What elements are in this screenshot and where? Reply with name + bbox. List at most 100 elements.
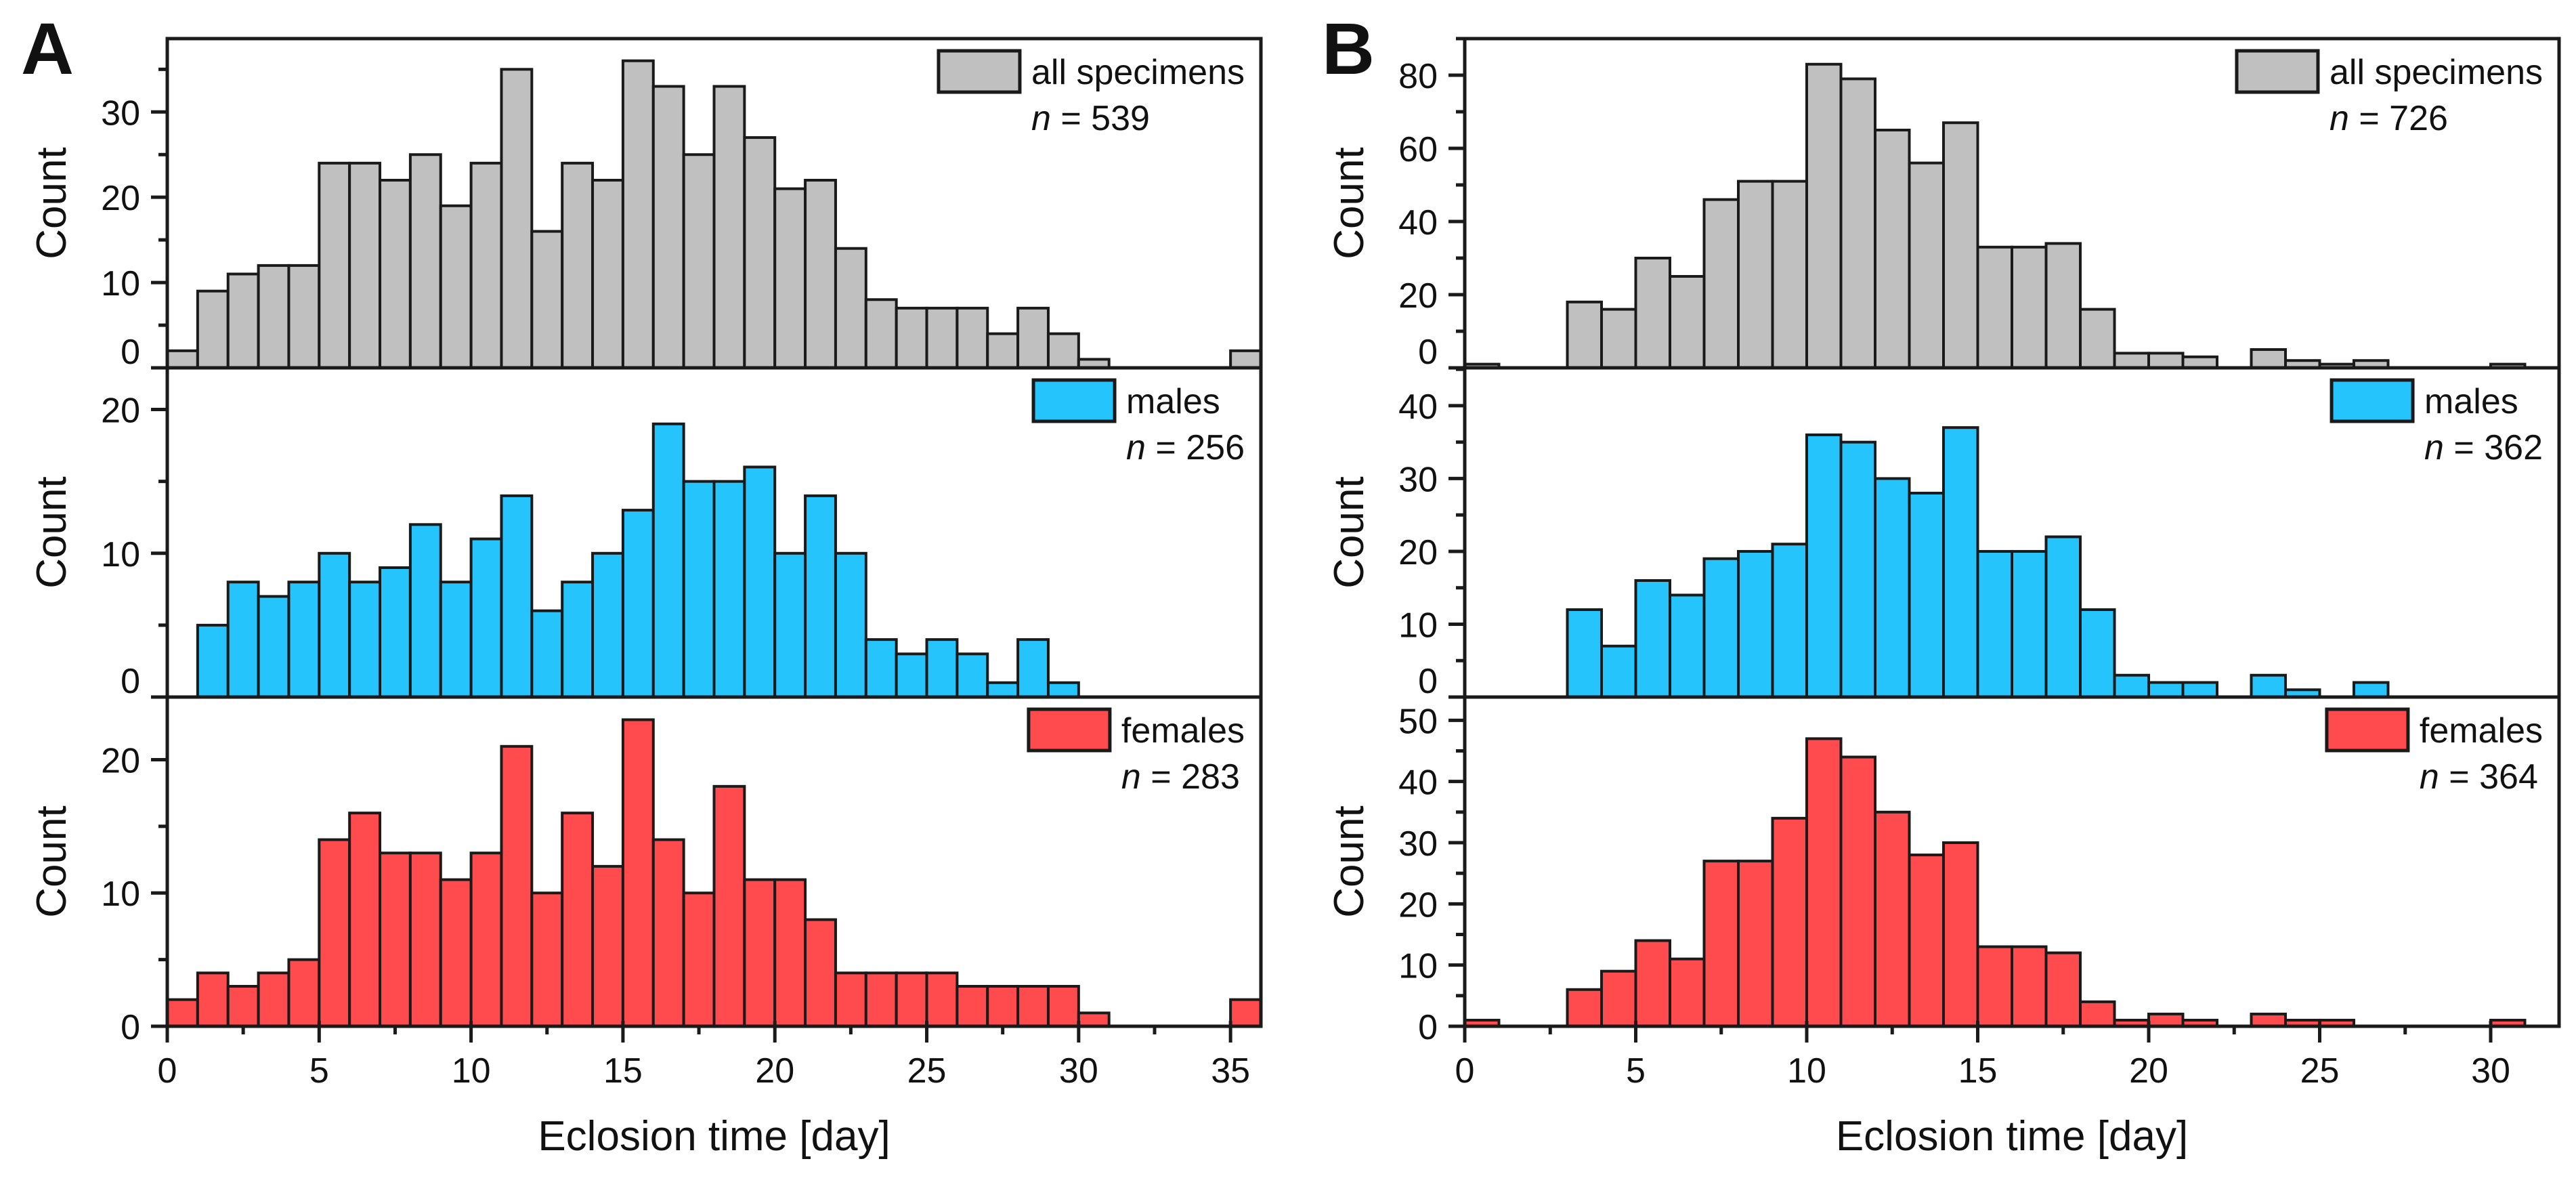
y-tick-label: 20 bbox=[1398, 276, 1438, 316]
histogram-bar bbox=[591, 179, 624, 369]
y-axis-label: Count bbox=[1326, 147, 1373, 259]
y-tick-label: 30 bbox=[101, 93, 140, 133]
histogram-bar bbox=[743, 878, 777, 1028]
histogram-bar bbox=[226, 984, 260, 1028]
legend: males n = 256 bbox=[1031, 378, 1245, 467]
histogram-bar bbox=[621, 718, 655, 1028]
subplot-all-specimens: 0 20 40 60 80 Count all specimens n = 726 bbox=[1326, 37, 2559, 372]
histogram-bar bbox=[257, 595, 291, 698]
subplot-all-specimens: 0 10 20 30 Count all specimens n = 539 bbox=[28, 49, 1263, 372]
x-tick-label: 0 bbox=[1455, 1051, 1475, 1091]
y-tick-label: 80 bbox=[1398, 57, 1438, 96]
histogram-bar bbox=[561, 581, 595, 698]
histogram-bar bbox=[257, 971, 291, 1028]
legend-swatch bbox=[1027, 707, 1112, 753]
histogram-bar bbox=[1046, 332, 1080, 369]
histogram-bar bbox=[318, 838, 351, 1028]
histogram-bar bbox=[743, 136, 777, 369]
histogram-bar bbox=[1566, 988, 1603, 1028]
histogram-bar bbox=[287, 958, 321, 1028]
y-axis-label: Count bbox=[28, 476, 75, 588]
histogram-bar bbox=[1702, 860, 1740, 1028]
y-tick-label: 0 bbox=[1418, 662, 1438, 701]
x-tick-label: 25 bbox=[907, 1051, 947, 1091]
histogram-bar bbox=[804, 494, 837, 698]
histogram-bar bbox=[408, 851, 442, 1028]
histogram-bar bbox=[2044, 535, 2082, 699]
legend-swatch bbox=[2235, 49, 2320, 94]
histogram-bar bbox=[2011, 245, 2048, 369]
x-axis-label: Eclosion time [day] bbox=[1836, 1113, 2188, 1160]
histogram-bar bbox=[1771, 543, 1808, 699]
histogram-bar bbox=[834, 551, 867, 699]
histogram-bar bbox=[530, 891, 564, 1028]
histogram-bar bbox=[682, 153, 716, 369]
histogram-bar bbox=[712, 784, 746, 1028]
histogram-bar bbox=[895, 652, 928, 698]
histogram-bar bbox=[1839, 77, 1876, 370]
histogram-bar bbox=[1737, 549, 1774, 698]
histogram-bar bbox=[1634, 939, 1671, 1028]
y-tick-label: 40 bbox=[1398, 203, 1438, 243]
y-tick-label: 50 bbox=[1398, 702, 1438, 741]
legend-sample-size: n = 283 bbox=[1121, 757, 1240, 797]
histogram-bar bbox=[1600, 308, 1637, 370]
x-tick-label: 20 bbox=[2129, 1051, 2168, 1091]
histogram-bar bbox=[500, 494, 534, 698]
x-tick-label: 35 bbox=[1211, 1051, 1250, 1091]
y-tick-label: 0 bbox=[121, 333, 140, 372]
y-tick-label: 20 bbox=[101, 179, 140, 218]
histogram-bar bbox=[925, 638, 959, 699]
histogram-bar bbox=[2044, 242, 2082, 369]
histogram-bar bbox=[1016, 306, 1050, 370]
panel-letter: A bbox=[21, 7, 74, 89]
histogram-bar bbox=[2250, 1012, 2287, 1028]
histogram-bar bbox=[986, 332, 1020, 369]
histogram-bar bbox=[621, 59, 655, 369]
histogram-bar bbox=[682, 891, 716, 1028]
histogram-bar bbox=[773, 551, 807, 699]
histogram-bar bbox=[1976, 549, 2013, 698]
x-tick-label: 20 bbox=[755, 1051, 794, 1091]
histogram-bar bbox=[651, 422, 685, 698]
histogram-bar bbox=[257, 264, 291, 370]
y-tick-label: 0 bbox=[121, 662, 140, 701]
histogram-bar bbox=[166, 998, 199, 1028]
histogram-bar bbox=[226, 272, 260, 369]
histogram-bar bbox=[1600, 969, 1637, 1028]
histogram-bar bbox=[1839, 440, 1876, 698]
legend-label: males bbox=[2424, 382, 2518, 421]
histogram-bar bbox=[2011, 945, 2048, 1028]
histogram-bar bbox=[1874, 129, 1911, 369]
histogram-bar bbox=[318, 551, 351, 699]
x-tick-label: 10 bbox=[1787, 1051, 1826, 1091]
histogram-bar bbox=[591, 864, 624, 1028]
histogram-bar bbox=[1805, 737, 1843, 1028]
histogram-bar bbox=[682, 480, 716, 698]
histogram-bar bbox=[1016, 638, 1050, 699]
histogram-bar bbox=[743, 465, 777, 699]
histogram-bar bbox=[1634, 579, 1671, 698]
histogram-bar bbox=[1942, 121, 1979, 369]
y-tick-label: 30 bbox=[1398, 460, 1438, 499]
x-tick-label: 0 bbox=[158, 1051, 177, 1091]
y-tick-label: 0 bbox=[1418, 333, 1438, 372]
subplot-males: 0 10 20 30 40 Count males n = 362 bbox=[1326, 367, 2559, 701]
histogram-bar bbox=[1942, 426, 1979, 698]
histogram-bar bbox=[2353, 681, 2390, 699]
histogram-bar bbox=[895, 971, 928, 1028]
histogram-bar bbox=[500, 68, 534, 370]
histogram-bar bbox=[986, 681, 1020, 698]
y-axis-label: Count bbox=[28, 805, 75, 917]
histogram-bar bbox=[1669, 593, 1706, 699]
legend-label: all specimens bbox=[2330, 53, 2543, 92]
legend-sample-size: n = 256 bbox=[1126, 428, 1245, 467]
histogram-bar bbox=[379, 566, 412, 698]
histogram-bar bbox=[1634, 257, 1671, 369]
histogram-bar bbox=[1566, 608, 1603, 698]
histogram-bar bbox=[196, 971, 230, 1028]
histogram-bar bbox=[2250, 673, 2287, 698]
y-tick-label: 10 bbox=[1398, 947, 1438, 986]
legend-label: males bbox=[1126, 382, 1220, 421]
